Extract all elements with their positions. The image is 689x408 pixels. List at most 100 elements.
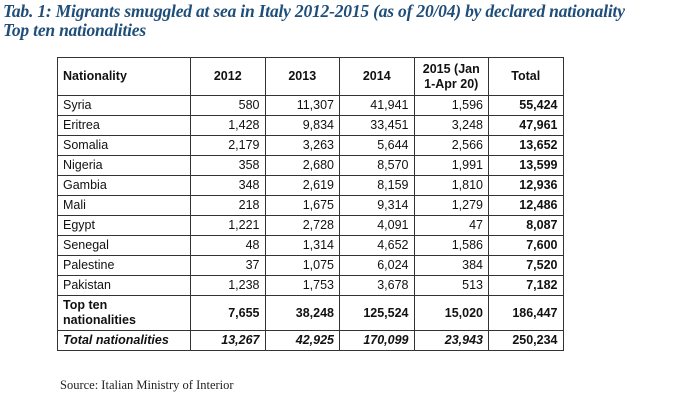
total-2012: 13,267 (190, 330, 266, 351)
value-2013: 3,263 (264, 135, 340, 156)
value-2013: 11,307 (264, 95, 340, 116)
value-2015: 2,566 (413, 135, 489, 156)
top-ten-2013: 38,248 (264, 295, 340, 331)
nationality-cell: Pakistan (57, 275, 191, 296)
nationality-cell: Gambia (57, 175, 191, 196)
total-grand: 250,234 (488, 330, 564, 351)
source-note: Source: Italian Ministry of Interior (60, 378, 234, 392)
value-2013: 1,314 (264, 235, 340, 256)
nationality-cell: Senegal (57, 235, 191, 256)
value-total: 7,520 (488, 255, 564, 276)
value-2014: 5,644 (339, 135, 415, 156)
table-title: Tab. 1: Migrants smuggled at sea in Ital… (3, 2, 625, 40)
header-2015: 2015 (Jan 1-Apr 20) (413, 57, 489, 96)
table-row: Gambia 348 2,619 8,159 1,810 12,936 (57, 175, 564, 196)
top-ten-label-line2: nationalities (63, 313, 136, 327)
value-total: 13,599 (488, 155, 564, 176)
table-row: Nigeria 358 2,680 8,570 1,991 13,599 (57, 155, 564, 176)
table-title-line1: Tab. 1: Migrants smuggled at sea in Ital… (3, 1, 625, 21)
table-row: Somalia 2,179 3,263 5,644 2,566 13,652 (57, 135, 564, 156)
value-2012: 48 (190, 235, 266, 256)
nationality-cell: Mali (57, 195, 191, 216)
table-row: Palestine 37 1,075 6,024 384 7,520 (57, 255, 564, 276)
table-title-line2: Top ten nationalities (3, 20, 146, 40)
value-2014: 9,314 (339, 195, 415, 216)
value-2013: 9,834 (264, 115, 340, 136)
table-row: Mali 218 1,675 9,314 1,279 12,486 (57, 195, 564, 216)
value-2012: 37 (190, 255, 266, 276)
value-2015: 1,810 (413, 175, 489, 196)
value-2015: 513 (413, 275, 489, 296)
value-2012: 2,179 (190, 135, 266, 156)
total-2013: 42,925 (264, 330, 340, 351)
top-ten-label-line1: Top ten (63, 298, 108, 312)
top-ten-2012: 7,655 (190, 295, 266, 331)
total-label: Total nationalities (57, 330, 191, 351)
value-total: 13,652 (488, 135, 564, 156)
nationality-cell: Palestine (57, 255, 191, 276)
top-ten-row: Top ten nationalities 7,655 38,248 125,5… (57, 295, 564, 331)
value-2015: 1,279 (413, 195, 489, 216)
header-2012: 2012 (190, 57, 266, 96)
value-2012: 218 (190, 195, 266, 216)
nationality-cell: Egypt (57, 215, 191, 236)
value-2012: 580 (190, 95, 266, 116)
value-2012: 1,238 (190, 275, 266, 296)
value-2014: 3,678 (339, 275, 415, 296)
header-nationality: Nationality (57, 57, 191, 96)
table-row: Eritrea 1,428 9,834 33,451 3,248 47,961 (57, 115, 564, 136)
value-total: 12,936 (488, 175, 564, 196)
migrants-table: Nationality 2012 2013 2014 2015 (Jan 1-A… (57, 57, 564, 351)
header-2015-line1: 2015 (Jan (422, 61, 480, 76)
header-2014: 2014 (339, 57, 415, 96)
value-2015: 1,586 (413, 235, 489, 256)
value-2013: 1,675 (264, 195, 340, 216)
header-row: Nationality 2012 2013 2014 2015 (Jan 1-A… (57, 57, 564, 96)
header-2015-line2: 1-Apr 20) (424, 76, 479, 91)
nationality-cell: Nigeria (57, 155, 191, 176)
nationality-cell: Syria (57, 95, 191, 116)
header-total: Total (488, 57, 564, 96)
value-2012: 1,221 (190, 215, 266, 236)
value-2013: 2,728 (264, 215, 340, 236)
value-2014: 6,024 (339, 255, 415, 276)
value-2015: 1,596 (413, 95, 489, 116)
value-2014: 33,451 (339, 115, 415, 136)
nationality-cell: Eritrea (57, 115, 191, 136)
value-total: 47,961 (488, 115, 564, 136)
value-total: 7,600 (488, 235, 564, 256)
table-row: Syria 580 11,307 41,941 1,596 55,424 (57, 95, 564, 116)
top-ten-total: 186,447 (488, 295, 564, 331)
nationality-cell: Somalia (57, 135, 191, 156)
header-2013: 2013 (264, 57, 340, 96)
total-2014: 170,099 (339, 330, 415, 351)
value-total: 12,486 (488, 195, 564, 216)
value-2014: 4,652 (339, 235, 415, 256)
value-2012: 348 (190, 175, 266, 196)
table-body: Syria 580 11,307 41,941 1,596 55,424 Eritrea 1,… (57, 95, 564, 296)
value-total: 7,182 (488, 275, 564, 296)
value-2014: 8,570 (339, 155, 415, 176)
value-2013: 2,619 (264, 175, 340, 196)
value-2014: 41,941 (339, 95, 415, 116)
total-nationalities-row: Total nationalities 13,267 42,925 170,09… (57, 330, 564, 351)
table-row: Senegal 48 1,314 4,652 1,586 7,600 (57, 235, 564, 256)
value-total: 55,424 (488, 95, 564, 116)
value-2012: 358 (190, 155, 266, 176)
top-ten-2015: 15,020 (413, 295, 489, 331)
value-2014: 4,091 (339, 215, 415, 236)
table-row: Pakistan 1,238 1,753 3,678 513 7,182 (57, 275, 564, 296)
value-2012: 1,428 (190, 115, 266, 136)
top-ten-2014: 125,524 (339, 295, 415, 331)
value-total: 8,087 (488, 215, 564, 236)
value-2015: 384 (413, 255, 489, 276)
table-row: Egypt 1,221 2,728 4,091 47 8,087 (57, 215, 564, 236)
value-2013: 1,753 (264, 275, 340, 296)
value-2013: 2,680 (264, 155, 340, 176)
total-2015: 23,943 (413, 330, 489, 351)
value-2015: 3,248 (413, 115, 489, 136)
value-2014: 8,159 (339, 175, 415, 196)
value-2015: 1,991 (413, 155, 489, 176)
value-2015: 47 (413, 215, 489, 236)
top-ten-label: Top ten nationalities (57, 295, 191, 331)
